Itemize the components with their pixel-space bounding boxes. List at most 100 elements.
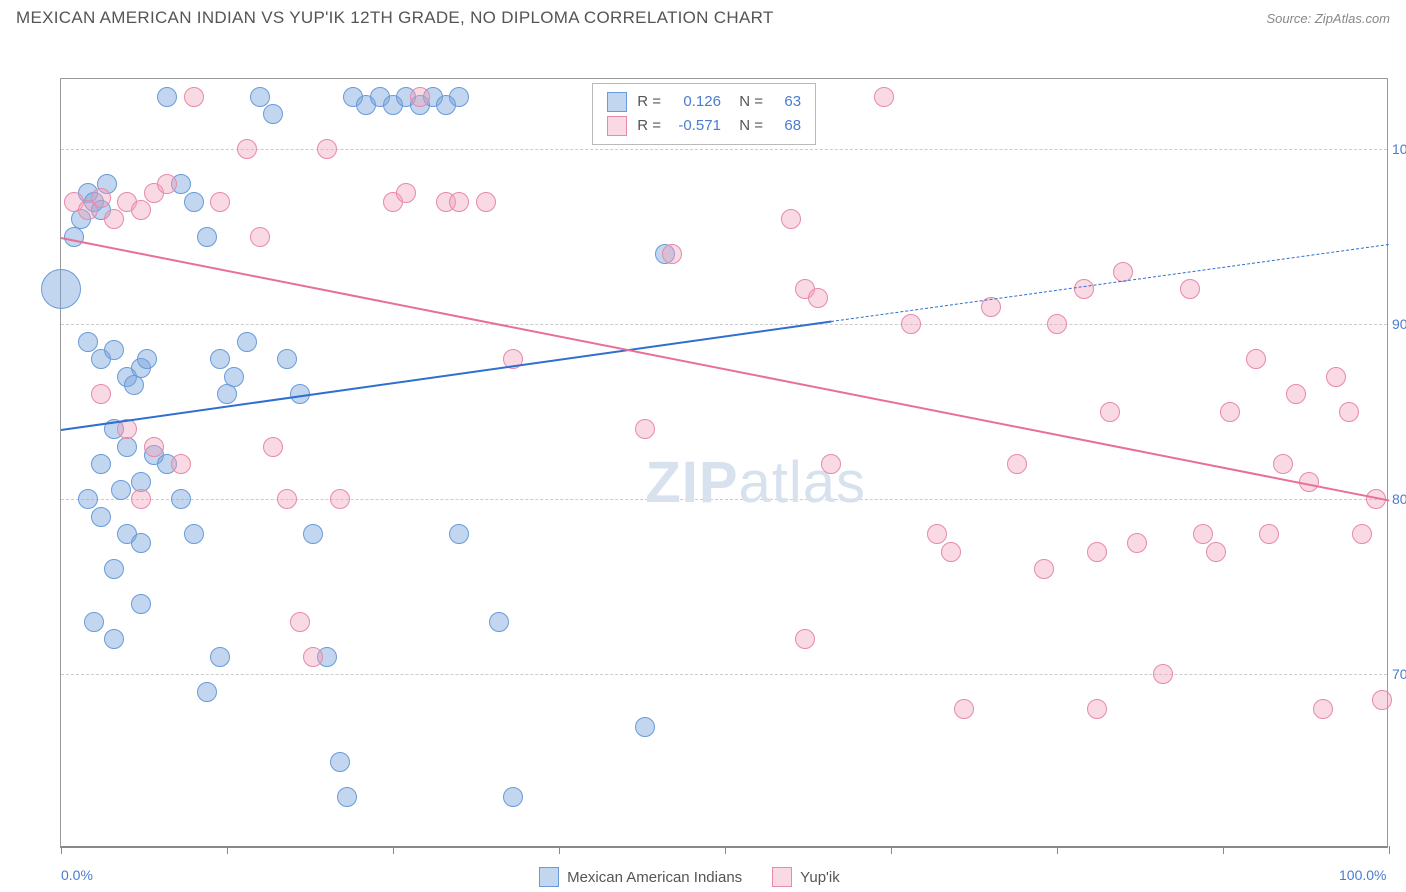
data-point [396, 183, 416, 203]
legend-r-value: -0.571 [671, 114, 721, 138]
data-point [210, 192, 230, 212]
data-point [157, 87, 177, 107]
data-point [1087, 542, 1107, 562]
legend-row: R = 0.126 N = 63 [607, 90, 801, 114]
legend-item: Yup'ik [772, 867, 840, 887]
data-point [954, 699, 974, 719]
data-point [1273, 454, 1293, 474]
data-point [489, 612, 509, 632]
trend-line [61, 237, 1389, 501]
data-point [104, 340, 124, 360]
data-point [111, 480, 131, 500]
x-axis-label: 100.0% [1339, 867, 1386, 883]
trend-line [61, 321, 832, 431]
data-point [1246, 349, 1266, 369]
legend-swatch [772, 867, 792, 887]
data-point [1180, 279, 1200, 299]
legend-r-label: R = [637, 90, 661, 114]
y-tick-label: 80.0% [1392, 491, 1406, 507]
data-point [1047, 314, 1067, 334]
data-point [330, 752, 350, 772]
y-tick-label: 90.0% [1392, 316, 1406, 332]
legend-n-label: N = [731, 90, 763, 114]
data-point [662, 244, 682, 264]
x-axis-label: 0.0% [61, 867, 93, 883]
data-point [337, 787, 357, 807]
data-point [137, 349, 157, 369]
x-tick [393, 846, 394, 854]
data-point [290, 612, 310, 632]
legend-row: R =-0.571 N =68 [607, 114, 801, 138]
data-point [1286, 384, 1306, 404]
data-point [277, 349, 297, 369]
data-point [1339, 402, 1359, 422]
data-point [277, 489, 297, 509]
data-point [449, 524, 469, 544]
data-point [104, 629, 124, 649]
data-point [449, 87, 469, 107]
data-point [874, 87, 894, 107]
data-point [263, 437, 283, 457]
x-tick [559, 846, 560, 854]
legend-label: Mexican American Indians [567, 869, 742, 886]
data-point [1007, 454, 1027, 474]
x-tick [1223, 846, 1224, 854]
data-point [1153, 664, 1173, 684]
legend-n-value: 68 [773, 114, 801, 138]
x-tick [725, 846, 726, 854]
x-tick [1057, 846, 1058, 854]
data-point [1220, 402, 1240, 422]
data-point [64, 227, 84, 247]
data-point [237, 139, 257, 159]
data-point [941, 542, 961, 562]
data-point [635, 419, 655, 439]
data-point [217, 384, 237, 404]
data-point [104, 209, 124, 229]
data-point [1206, 542, 1226, 562]
legend-swatch [607, 116, 627, 136]
series-legend: Mexican American Indians Yup'ik [539, 867, 840, 887]
data-point [131, 594, 151, 614]
data-point [449, 192, 469, 212]
data-point [250, 227, 270, 247]
x-tick [891, 846, 892, 854]
data-point [157, 174, 177, 194]
legend-r-value: 0.126 [671, 90, 721, 114]
data-point [781, 209, 801, 229]
data-point [303, 524, 323, 544]
data-point [131, 489, 151, 509]
gridline [61, 674, 1387, 675]
legend-n-value: 63 [773, 90, 801, 114]
x-tick [61, 846, 62, 854]
data-point [210, 349, 230, 369]
legend-swatch [607, 92, 627, 112]
data-point [410, 87, 430, 107]
data-point [91, 188, 111, 208]
trend-line [831, 244, 1389, 322]
data-point [117, 437, 137, 457]
legend-label: Yup'ik [800, 869, 840, 886]
data-point [303, 647, 323, 667]
data-point [197, 227, 217, 247]
plot-area: 70.0%80.0%90.0%100.0%0.0%100.0%ZIPatlasR… [60, 78, 1388, 848]
data-point [131, 200, 151, 220]
data-point [330, 489, 350, 509]
chart-source: Source: ZipAtlas.com [1266, 11, 1390, 26]
data-point [184, 192, 204, 212]
data-point [104, 559, 124, 579]
data-point [476, 192, 496, 212]
data-point [41, 269, 81, 309]
data-point [210, 647, 230, 667]
data-point [171, 489, 191, 509]
data-point [901, 314, 921, 334]
data-point [184, 524, 204, 544]
legend-swatch [539, 867, 559, 887]
data-point [144, 437, 164, 457]
data-point [124, 375, 144, 395]
data-point [1193, 524, 1213, 544]
x-tick [227, 846, 228, 854]
data-point [635, 717, 655, 737]
data-point [317, 139, 337, 159]
data-point [808, 288, 828, 308]
data-point [78, 332, 98, 352]
